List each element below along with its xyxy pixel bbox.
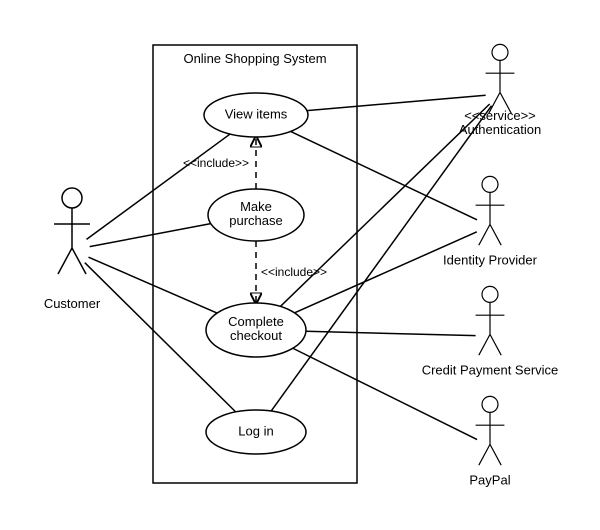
usecase-label-log_in: Log in xyxy=(238,423,273,438)
association xyxy=(90,224,211,247)
actor-label-customer: Customer xyxy=(44,296,101,311)
actor-paypal xyxy=(476,396,505,465)
usecase-label-view_items: View items xyxy=(225,106,288,121)
use-case-diagram: Online Shopping System<<include>><<inclu… xyxy=(0,0,600,530)
actor-label-credit_payment: Credit Payment Service xyxy=(422,362,559,377)
svg-text:<<service>>: <<service>> xyxy=(464,108,536,123)
usecase-label-complete_checkout: Completecheckout xyxy=(228,314,284,343)
association xyxy=(307,95,486,110)
actor-label-paypal: PayPal xyxy=(469,472,510,487)
svg-text:Authentication: Authentication xyxy=(459,122,541,137)
system-label: Online Shopping System xyxy=(183,51,326,66)
actor-credit_payment xyxy=(476,286,505,355)
actor-label-authentication: <<service>>Authentication xyxy=(459,108,541,137)
actor-identity_provider xyxy=(476,176,505,245)
actor-customer xyxy=(54,188,90,274)
association xyxy=(306,331,476,335)
actor-label-identity_provider: Identity Provider xyxy=(443,252,538,267)
include-label: <<include>> xyxy=(183,156,249,170)
include-label: <<include>> xyxy=(261,265,327,279)
svg-text:Customer: Customer xyxy=(44,296,101,311)
svg-text:PayPal: PayPal xyxy=(469,472,510,487)
svg-text:Credit Payment Service: Credit Payment Service xyxy=(422,362,559,377)
actor-authentication xyxy=(486,44,515,113)
svg-text:Identity Provider: Identity Provider xyxy=(443,252,538,267)
edges: <<include>> <<include>> xyxy=(85,95,492,439)
